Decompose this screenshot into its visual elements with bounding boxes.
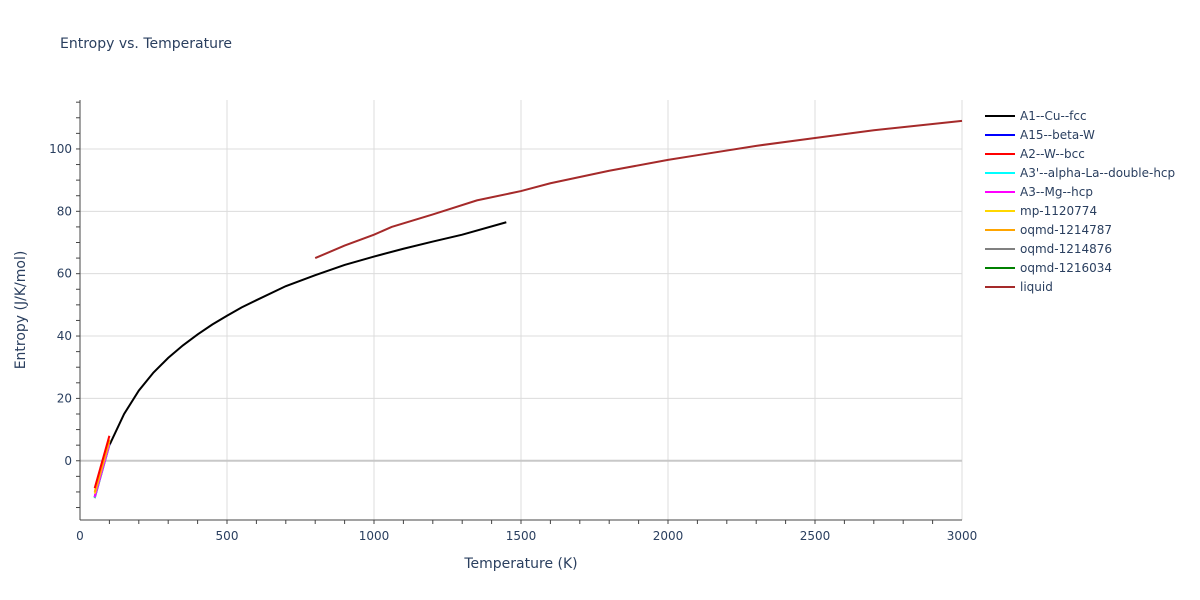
legend-swatch-icon: [985, 247, 1015, 250]
y-tick-label: 100: [49, 142, 72, 156]
legend-item[interactable]: oqmd-1214876: [985, 239, 1175, 258]
legend-item[interactable]: liquid: [985, 277, 1175, 296]
legend-label: A1--Cu--fcc: [1020, 108, 1087, 123]
legend-swatch-icon: [985, 152, 1015, 155]
y-axis-label: Entropy (J/K/mol): [13, 251, 29, 370]
legend: A1--Cu--fcc A15--beta-W A2--W--bcc A3'--alp…: [985, 106, 1175, 296]
legend-swatch-icon: [985, 228, 1015, 231]
x-tick-label: 1500: [506, 529, 537, 543]
x-tick-label: 2000: [653, 529, 684, 543]
x-tick-label: 2500: [800, 529, 831, 543]
y-tick-label: 80: [57, 204, 72, 218]
series-line: [93, 439, 111, 493]
legend-item[interactable]: A3--Mg--hcp: [985, 182, 1175, 201]
legend-item[interactable]: A2--W--bcc: [985, 144, 1175, 163]
legend-label: mp-1120774: [1020, 203, 1098, 218]
axes: 0 500 1000 1500 2000 2500 3000 0 20 40 60 80 100: [49, 100, 977, 543]
series-line: [314, 119, 963, 260]
legend-label: A3--Mg--hcp: [1020, 184, 1093, 199]
series-line: [108, 221, 507, 446]
legend-label: A2--W--bcc: [1020, 146, 1085, 161]
x-tick-label: 1000: [359, 529, 390, 543]
x-tick-label: 3000: [947, 529, 978, 543]
x-tick-label: 0: [76, 529, 84, 543]
legend-label: oqmd-1214787: [1020, 222, 1113, 237]
chart-title: Entropy vs. Temperature: [60, 36, 233, 52]
series-line: [93, 435, 111, 489]
legend-label: A15--beta-W: [1020, 127, 1095, 142]
x-tick-label: 500: [216, 529, 239, 543]
legend-label: oqmd-1214876: [1020, 241, 1113, 256]
y-tick-label: 0: [64, 454, 72, 468]
legend-item[interactable]: oqmd-1214787: [985, 220, 1175, 239]
y-tick-label: 60: [57, 267, 72, 281]
legend-item[interactable]: oqmd-1216034: [985, 258, 1175, 277]
legend-swatch-icon: [985, 190, 1015, 193]
legend-swatch-icon: [985, 171, 1015, 174]
legend-item[interactable]: A1--Cu--fcc: [985, 106, 1175, 125]
legend-swatch-icon: [985, 266, 1015, 269]
legend-label: liquid: [1020, 279, 1053, 294]
gridlines: [80, 100, 963, 520]
legend-label: A3'--alpha-La--double-hcp: [1020, 165, 1176, 180]
legend-item[interactable]: mp-1120774: [985, 201, 1175, 220]
y-tick-label: 40: [57, 329, 72, 343]
legend-item[interactable]: A15--beta-W: [985, 125, 1175, 144]
series-lines: [93, 119, 963, 499]
legend-swatch-icon: [985, 209, 1015, 212]
legend-swatch-icon: [985, 285, 1015, 288]
legend-item[interactable]: A3'--alpha-La--double-hcp: [985, 163, 1175, 182]
legend-swatch-icon: [985, 114, 1015, 117]
legend-label: oqmd-1216034: [1020, 260, 1113, 275]
y-tick-label: 20: [57, 391, 72, 405]
legend-swatch-icon: [985, 133, 1015, 136]
x-axis-label: Temperature (K): [463, 556, 577, 572]
